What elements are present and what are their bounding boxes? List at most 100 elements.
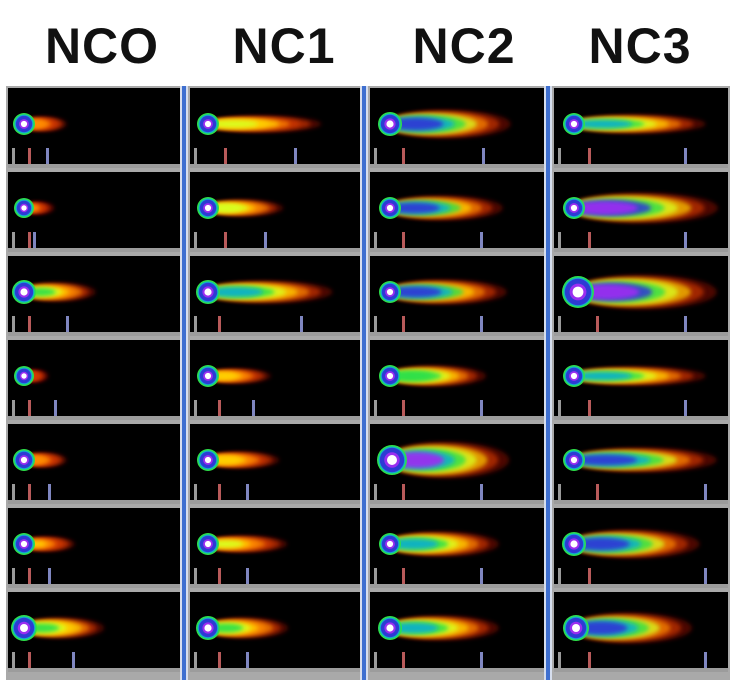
tail-start-marker xyxy=(402,568,405,584)
comet-tile xyxy=(554,256,728,336)
baseline xyxy=(554,332,728,336)
comet-tile xyxy=(190,172,364,252)
tail-end-marker xyxy=(54,400,57,416)
tail-start-marker xyxy=(588,568,591,584)
tail-end-marker xyxy=(480,568,483,584)
head-marker xyxy=(194,148,197,164)
baseline xyxy=(8,500,182,504)
head-marker xyxy=(558,232,561,248)
tail-start-marker xyxy=(588,400,591,416)
comet-tile xyxy=(370,88,544,168)
comet-tail xyxy=(571,537,630,551)
head-marker xyxy=(12,316,15,332)
tail-end-marker xyxy=(684,316,687,332)
comet-tile xyxy=(8,88,182,168)
baseline xyxy=(190,332,364,336)
comet-tile xyxy=(554,508,728,588)
comet-column-nc3 xyxy=(552,86,730,680)
tail-end-marker xyxy=(684,400,687,416)
comet-tail xyxy=(571,201,638,215)
column-divider xyxy=(182,86,186,680)
comet-tile xyxy=(190,88,364,168)
tail-end-marker xyxy=(264,232,267,248)
tail-start-marker xyxy=(402,148,405,164)
tail-end-marker xyxy=(294,148,297,164)
tail-end-marker xyxy=(704,568,707,584)
head-marker xyxy=(12,568,15,584)
tail-start-marker xyxy=(224,148,227,164)
head-marker xyxy=(374,232,377,248)
baseline xyxy=(8,584,182,588)
baseline xyxy=(554,416,728,420)
tail-start-marker xyxy=(224,232,227,248)
tail-start-marker xyxy=(28,148,31,164)
head-marker xyxy=(194,652,197,668)
tail-start-marker xyxy=(28,400,31,416)
tail-end-marker xyxy=(480,652,483,668)
head-marker xyxy=(558,568,561,584)
comet-tile xyxy=(8,256,182,336)
baseline xyxy=(8,668,182,672)
tail-start-marker xyxy=(28,316,31,332)
baseline xyxy=(370,248,544,252)
comet-column-nco xyxy=(6,86,184,680)
comet-tile xyxy=(370,508,544,588)
comet-tail xyxy=(572,372,633,380)
baseline xyxy=(190,248,364,252)
tail-end-marker xyxy=(48,484,51,500)
comet-tile xyxy=(8,340,182,420)
head-marker xyxy=(12,148,15,164)
comet-tail xyxy=(206,120,259,128)
comet-tile xyxy=(370,592,544,672)
baseline xyxy=(370,584,544,588)
column-divider xyxy=(362,86,366,680)
tail-start-marker xyxy=(402,484,405,500)
tail-start-marker xyxy=(218,316,221,332)
head-marker xyxy=(194,400,197,416)
baseline xyxy=(8,416,182,420)
tail-start-marker xyxy=(402,652,405,668)
comet-tile xyxy=(8,424,182,504)
tail-start-marker xyxy=(218,400,221,416)
tail-end-marker xyxy=(480,316,483,332)
comet-tile xyxy=(554,424,728,504)
baseline xyxy=(554,500,728,504)
head-marker xyxy=(558,652,561,668)
tail-start-marker xyxy=(218,568,221,584)
tail-start-marker xyxy=(28,568,31,584)
column-header-nc1: NC1 xyxy=(232,18,336,74)
tail-start-marker xyxy=(402,316,405,332)
comet-tile xyxy=(8,592,182,672)
tail-end-marker xyxy=(246,652,249,668)
tail-end-marker xyxy=(480,484,483,500)
tail-end-marker xyxy=(480,232,483,248)
tail-end-marker xyxy=(704,484,707,500)
comet-tile xyxy=(554,340,728,420)
comet-tile xyxy=(8,508,182,588)
column-header-nco: NCO xyxy=(44,18,160,74)
comet-tile xyxy=(370,172,544,252)
head-marker xyxy=(194,316,197,332)
baseline xyxy=(190,500,364,504)
head-marker xyxy=(374,652,377,668)
comet-tile xyxy=(554,592,728,672)
tail-end-marker xyxy=(33,232,36,248)
comet-tile xyxy=(370,256,544,336)
tail-start-marker xyxy=(402,400,405,416)
comet-tile xyxy=(190,592,364,672)
head-marker xyxy=(194,232,197,248)
head-marker xyxy=(558,400,561,416)
baseline xyxy=(8,164,182,168)
head-marker xyxy=(194,568,197,584)
tail-start-marker xyxy=(28,232,31,248)
baseline xyxy=(190,416,364,420)
baseline xyxy=(190,584,364,588)
tail-end-marker xyxy=(48,568,51,584)
baseline xyxy=(370,668,544,672)
tail-start-marker xyxy=(28,652,31,668)
tail-end-marker xyxy=(704,652,707,668)
comet-tail xyxy=(572,120,633,128)
comet-tail xyxy=(206,287,264,297)
baseline xyxy=(8,332,182,336)
column-header-nc2: NC2 xyxy=(412,18,516,74)
